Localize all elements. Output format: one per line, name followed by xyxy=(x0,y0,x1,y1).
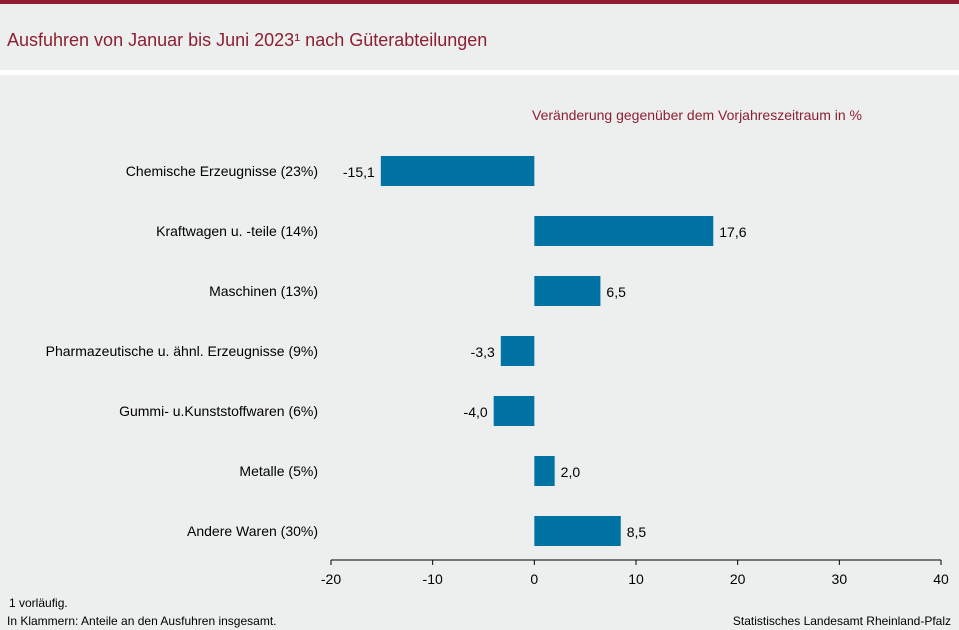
title-separator xyxy=(0,70,959,75)
category-label: Pharmazeutische u. ähnl. Erzeugnisse (9%… xyxy=(46,343,318,359)
x-tick-label: 40 xyxy=(933,571,949,587)
bar xyxy=(534,456,555,486)
category-label: Maschinen (13%) xyxy=(209,283,318,299)
bar xyxy=(380,156,535,186)
top-accent-bar xyxy=(0,0,959,4)
bar xyxy=(493,396,535,426)
footnote-brackets: In Klammern: Anteile an den Ausfuhren in… xyxy=(7,614,277,628)
category-label: Kraftwagen u. -teile (14%) xyxy=(156,223,318,239)
bar xyxy=(534,516,621,546)
x-tick-label: 20 xyxy=(730,571,746,587)
chart-subtitle: Veränderung gegenüber dem Vorjahreszeitr… xyxy=(532,107,862,123)
value-label: 8,5 xyxy=(627,524,647,540)
value-label: -15,1 xyxy=(343,164,375,180)
x-axis: -20 -10 0 10 20 30 40 xyxy=(321,559,949,587)
bar xyxy=(534,276,601,306)
x-tick-label: 30 xyxy=(832,571,848,587)
x-tick-label: 10 xyxy=(628,571,644,587)
value-label: 6,5 xyxy=(606,284,626,300)
category-label: Chemische Erzeugnisse (23%) xyxy=(126,163,318,179)
value-label: -3,3 xyxy=(471,344,495,360)
bar xyxy=(534,216,714,246)
category-label: Andere Waren (30%) xyxy=(187,523,318,539)
x-tick-label: 0 xyxy=(530,571,538,587)
bars-layer: Chemische Erzeugnisse (23%) -15,1 Kraftwag… xyxy=(46,156,747,546)
value-label: -4,0 xyxy=(464,404,488,420)
source-credit: Statistisches Landesamt Rheinland-Pfalz xyxy=(732,614,951,628)
footnote-preliminary: 1 vorläufig. xyxy=(9,596,68,610)
category-label: Metalle (5%) xyxy=(239,463,318,479)
bar xyxy=(500,336,535,366)
category-label: Gummi- u.Kunststoffwaren (6%) xyxy=(119,403,318,419)
chart-title: Ausfuhren von Januar bis Juni 2023¹ nach… xyxy=(7,30,488,50)
value-label: 2,0 xyxy=(561,464,581,480)
x-tick-label: -20 xyxy=(321,571,341,587)
value-label: 17,6 xyxy=(719,224,746,240)
x-tick-label: -10 xyxy=(423,571,443,587)
